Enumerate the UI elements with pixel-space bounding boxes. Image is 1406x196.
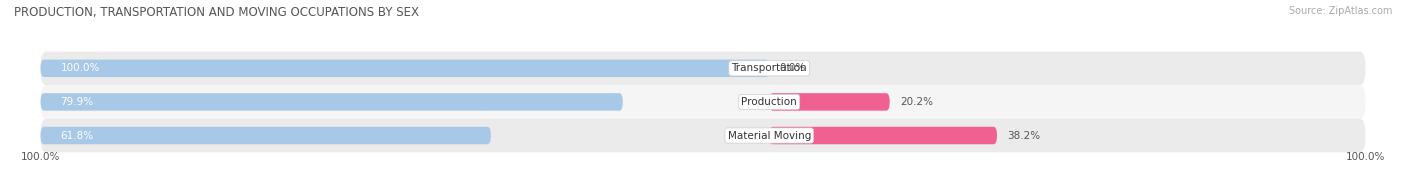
Text: Source: ZipAtlas.com: Source: ZipAtlas.com bbox=[1288, 6, 1392, 16]
Text: Transportation: Transportation bbox=[731, 63, 807, 73]
Text: Material Moving: Material Moving bbox=[727, 131, 811, 141]
FancyBboxPatch shape bbox=[41, 127, 491, 144]
Text: 20.2%: 20.2% bbox=[900, 97, 934, 107]
FancyBboxPatch shape bbox=[41, 93, 623, 111]
Text: 100.0%: 100.0% bbox=[60, 63, 100, 73]
Text: 79.9%: 79.9% bbox=[60, 97, 94, 107]
Text: 38.2%: 38.2% bbox=[1008, 131, 1040, 141]
FancyBboxPatch shape bbox=[769, 93, 890, 111]
FancyBboxPatch shape bbox=[41, 119, 1365, 152]
Text: 100.0%: 100.0% bbox=[1346, 152, 1385, 162]
Text: PRODUCTION, TRANSPORTATION AND MOVING OCCUPATIONS BY SEX: PRODUCTION, TRANSPORTATION AND MOVING OC… bbox=[14, 6, 419, 19]
FancyBboxPatch shape bbox=[769, 127, 997, 144]
FancyBboxPatch shape bbox=[41, 52, 1365, 85]
Text: Production: Production bbox=[741, 97, 797, 107]
FancyBboxPatch shape bbox=[41, 85, 1365, 119]
Text: 100.0%: 100.0% bbox=[21, 152, 60, 162]
Text: 0.0%: 0.0% bbox=[780, 63, 806, 73]
FancyBboxPatch shape bbox=[41, 60, 769, 77]
Text: 61.8%: 61.8% bbox=[60, 131, 94, 141]
